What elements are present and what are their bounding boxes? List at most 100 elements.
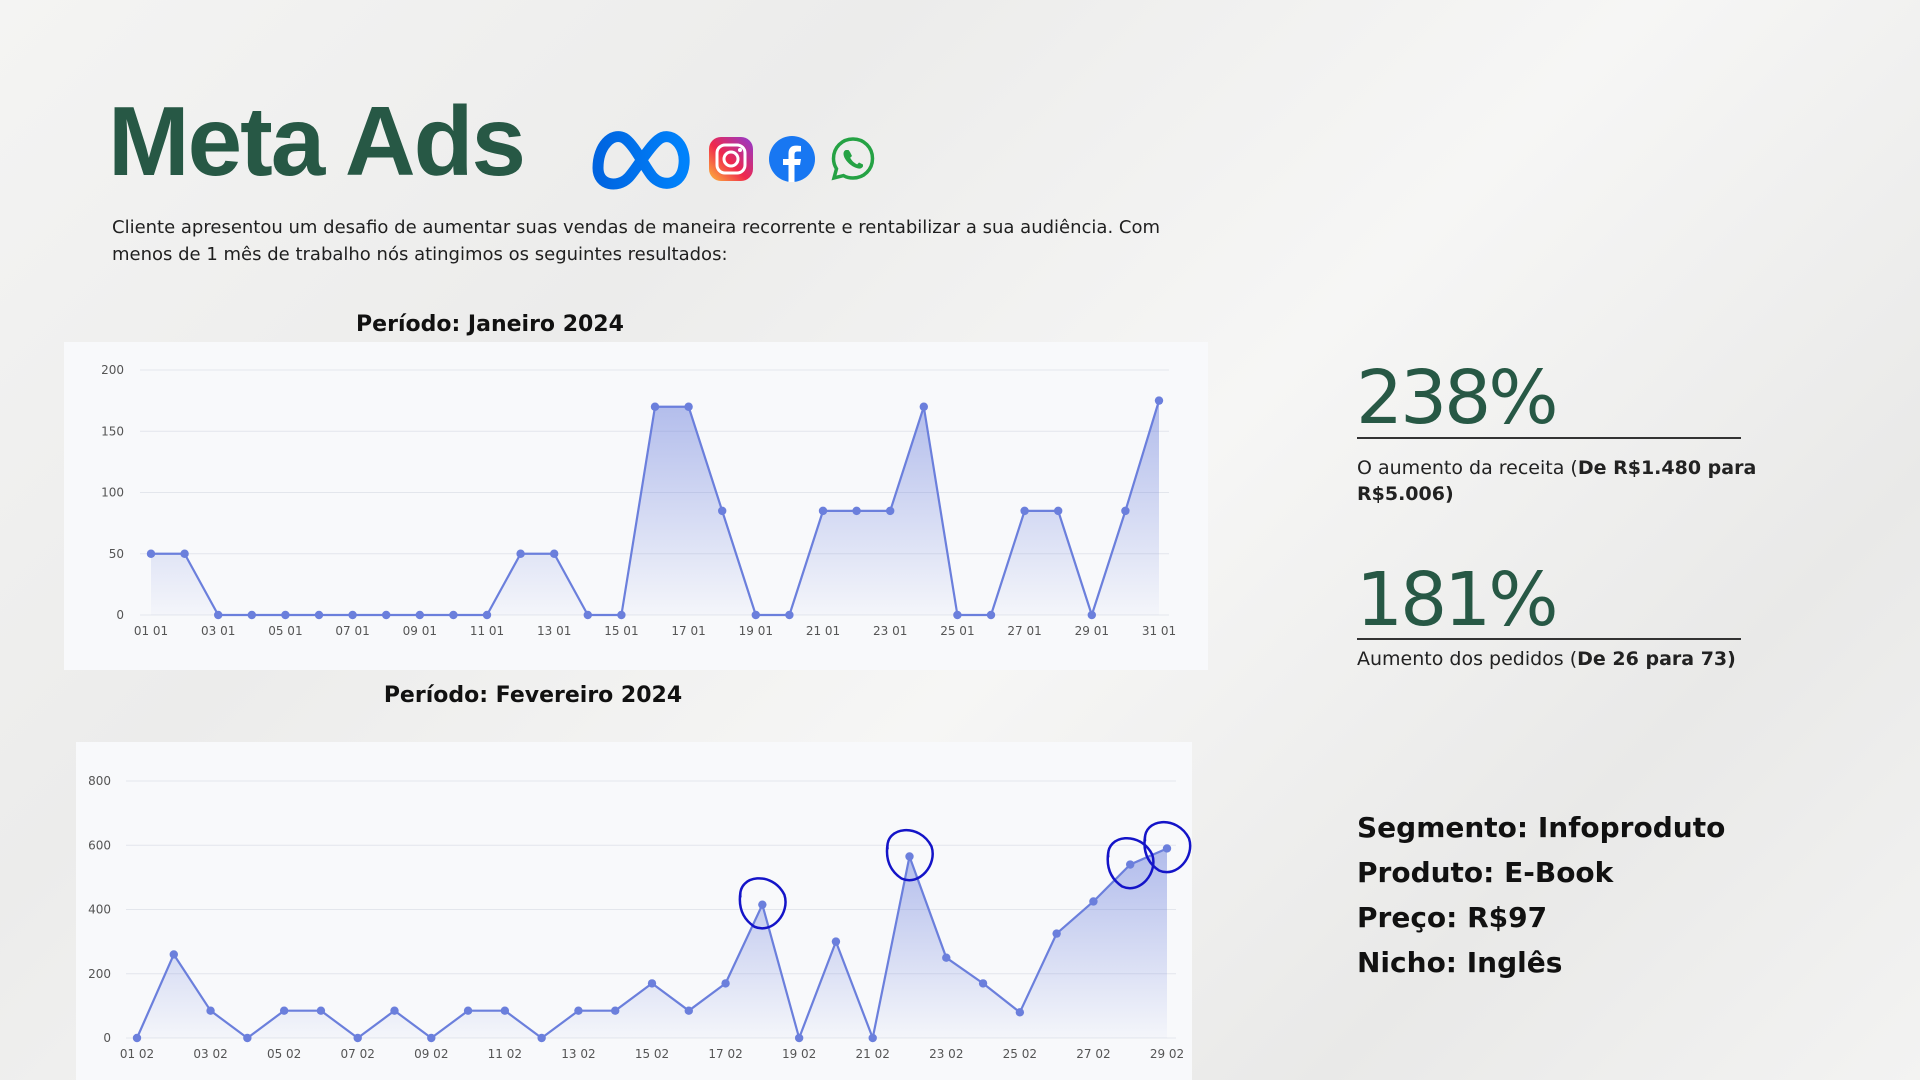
data-point: [247, 610, 256, 620]
x-tick-label: 25 01: [940, 624, 974, 638]
revenue-increase-value: 238%: [1356, 355, 1559, 441]
y-tick-label: 600: [88, 838, 111, 852]
x-tick-label: 09 01: [403, 624, 437, 638]
annotation-circle: [1106, 837, 1155, 890]
data-point: [348, 610, 357, 620]
segment-info: Segmento: Infoproduto: [1357, 811, 1726, 844]
instagram-icon: [708, 136, 754, 186]
orders-description: Aumento dos pedidos (De 26 para 73): [1357, 646, 1837, 672]
data-point: [986, 610, 996, 620]
x-tick-label: 29 01: [1075, 624, 1109, 638]
data-point: [206, 1006, 215, 1015]
data-point: [647, 979, 657, 988]
x-tick-label: 17 01: [671, 624, 705, 638]
y-tick-label: 150: [101, 424, 124, 438]
data-point: [611, 1006, 620, 1015]
price-info: Preço: R$97: [1357, 901, 1548, 934]
data-point: [180, 549, 189, 558]
january-chart: 0 50 100 150 200 01 01 03 01 05 01 07 01 09 01 11 …: [64, 342, 1208, 670]
data-point: [1020, 506, 1029, 516]
data-point: [390, 1006, 399, 1015]
data-point: [482, 610, 492, 620]
x-tick-label: 03 02: [193, 1047, 227, 1061]
data-point: [1126, 860, 1135, 869]
y-tick-label: 0: [103, 1031, 111, 1045]
data-point: [1121, 506, 1130, 516]
x-tick-label: 01 01: [134, 624, 168, 638]
annotation-circle: [1143, 820, 1192, 874]
data-point: [449, 610, 458, 620]
whatsapp-icon: [830, 136, 876, 186]
data-point: [721, 979, 730, 988]
data-point: [868, 1033, 877, 1043]
data-point: [1154, 396, 1164, 405]
x-tick-label: 07 02: [341, 1047, 375, 1061]
february-chart-title: Período: Fevereiro 2024: [383, 683, 683, 708]
orders-description-detail: De 26 para 73): [1577, 648, 1736, 670]
data-point: [279, 1006, 289, 1015]
x-tick-label: 13 02: [561, 1047, 595, 1061]
january-chart-title: Período: Janeiro 2024: [356, 312, 624, 337]
data-point: [684, 402, 693, 411]
x-tick-label: 03 01: [201, 624, 235, 638]
data-point: [574, 1006, 583, 1015]
data-point: [684, 1006, 693, 1015]
data-point: [1054, 506, 1063, 516]
x-tick-label: 25 02: [1003, 1047, 1037, 1061]
product-info: Produto: E-Book: [1357, 856, 1614, 889]
x-tick-label: 15 02: [635, 1047, 669, 1061]
y-tick-label: 200: [101, 363, 124, 377]
data-point: [718, 506, 727, 516]
february-chart: 0 200 400 600 800 01 02 03 02 05 02 07 02 09 02 11…: [76, 742, 1192, 1080]
data-point: [905, 852, 914, 861]
annotation-circle: [885, 828, 934, 882]
data-point: [617, 610, 626, 620]
data-point: [852, 506, 861, 516]
x-tick-label: 09 02: [414, 1047, 448, 1061]
data-point: [794, 1033, 804, 1043]
product-info-list: Segmento: Infoproduto Produto: E-Book Pr…: [1357, 805, 1725, 985]
revenue-divider: [1357, 437, 1741, 439]
facebook-icon: [768, 135, 816, 187]
data-point: [1089, 897, 1098, 906]
annotation-circle: [738, 877, 787, 930]
x-tick-label: 29 02: [1150, 1047, 1184, 1061]
x-tick-label: 23 02: [929, 1047, 963, 1061]
data-point: [953, 610, 962, 620]
data-point: [500, 1006, 510, 1015]
revenue-description-detail: De R$1.480 para R$5.006): [1357, 457, 1757, 505]
data-point: [919, 402, 928, 411]
x-tick-label: 07 01: [335, 624, 369, 638]
orders-divider: [1357, 638, 1741, 640]
data-point: [427, 1033, 436, 1043]
data-point: [550, 549, 559, 558]
x-tick-label: 05 02: [267, 1047, 301, 1061]
data-point: [316, 1006, 326, 1015]
orders-increase-value: 181%: [1356, 557, 1559, 643]
data-point: [146, 549, 156, 558]
x-tick-label: 11 01: [470, 624, 504, 638]
x-tick-label: 17 02: [708, 1047, 742, 1061]
x-tick-label: 19 02: [782, 1047, 816, 1061]
data-point: [281, 610, 290, 620]
data-point: [831, 937, 841, 946]
x-tick-label: 01 02: [120, 1047, 154, 1061]
social-icons: [588, 126, 876, 196]
x-tick-label: 19 01: [739, 624, 773, 638]
x-tick-label: 31 01: [1142, 624, 1176, 638]
data-point: [382, 610, 391, 620]
x-tick-label: 21 02: [856, 1047, 890, 1061]
data-point: [1052, 929, 1061, 938]
page-title: Meta Ads: [108, 86, 526, 196]
series-area: [151, 400, 1159, 615]
data-point: [415, 610, 424, 620]
x-tick-label: 23 01: [873, 624, 907, 638]
data-point: [1015, 1008, 1025, 1017]
niche-info: Nicho: Inglês: [1357, 946, 1563, 979]
data-point: [243, 1033, 252, 1043]
y-tick-label: 0: [116, 608, 124, 622]
data-point: [132, 1033, 142, 1043]
x-tick-label: 27 02: [1076, 1047, 1110, 1061]
y-tick-label: 800: [88, 774, 111, 788]
x-tick-label: 21 01: [806, 624, 840, 638]
